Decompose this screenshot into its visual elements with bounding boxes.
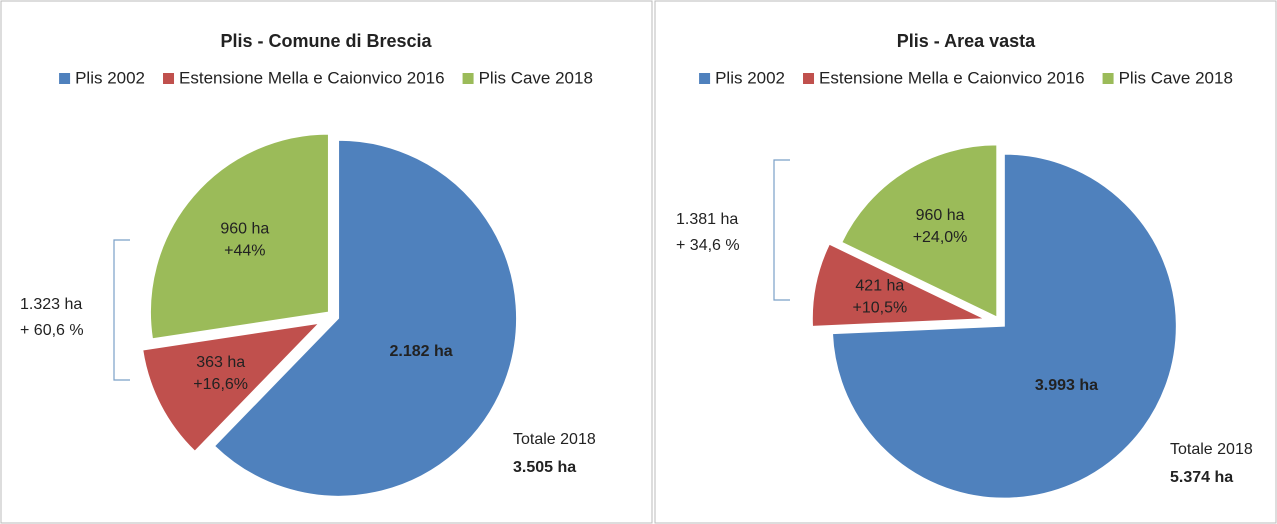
legend: Plis 2002 Estensione Mella e Caionvico 20… xyxy=(699,68,1233,87)
total-label: Totale 2018 xyxy=(1170,441,1253,458)
data-label: 3.993 ha xyxy=(1035,377,1098,394)
bracket-label: + 60,6 % xyxy=(20,322,84,339)
bracket xyxy=(773,159,790,301)
legend-label: Plis 2002 xyxy=(715,68,785,87)
data-label: 960 ha xyxy=(220,220,269,237)
pie-slice xyxy=(150,133,329,340)
total-value: 5.374 ha xyxy=(1170,469,1233,486)
data-label: 363 ha xyxy=(196,354,245,371)
legend-swatch xyxy=(462,73,474,84)
data-label: 421 ha xyxy=(855,278,904,295)
legend-label: Estensione Mella e Caionvico 2016 xyxy=(179,68,445,87)
legend-label: Plis 2002 xyxy=(75,68,145,87)
share-label: +10,5% xyxy=(853,300,908,317)
bracket xyxy=(113,239,130,381)
legend-swatch xyxy=(59,73,71,84)
bracket-label: 1.381 ha xyxy=(676,211,738,228)
legend-swatch xyxy=(699,73,711,84)
legend-label: Estensione Mella e Caionvico 2016 xyxy=(819,68,1085,87)
pie-slice xyxy=(142,322,321,452)
data-label: 2.182 ha xyxy=(389,343,452,360)
chart-title: Plis - Area vasta xyxy=(897,31,1036,51)
total-label: Totale 2018 xyxy=(513,431,596,448)
pie-slice xyxy=(831,153,1177,499)
legend-swatch xyxy=(1102,73,1114,84)
legend-swatch xyxy=(163,73,175,84)
pie-slice xyxy=(841,144,998,318)
legend-swatch xyxy=(803,73,815,84)
share-label: +44% xyxy=(224,242,265,259)
total-value: 3.505 ha xyxy=(513,459,576,476)
legend-label: Plis Cave 2018 xyxy=(1119,68,1233,87)
pie-slice xyxy=(811,243,985,327)
pie-slice xyxy=(213,139,518,497)
data-label: 960 ha xyxy=(916,207,965,224)
bracket-label: + 34,6 % xyxy=(676,237,740,254)
bracket-label: 1.323 ha xyxy=(20,296,82,313)
legend-label: Plis Cave 2018 xyxy=(479,68,593,87)
chart-title: Plis - Comune di Brescia xyxy=(220,31,432,51)
share-label: +16,6% xyxy=(193,376,248,393)
legend: Plis 2002 Estensione Mella e Caionvico 20… xyxy=(59,68,593,87)
share-label: +24,0% xyxy=(913,229,968,246)
